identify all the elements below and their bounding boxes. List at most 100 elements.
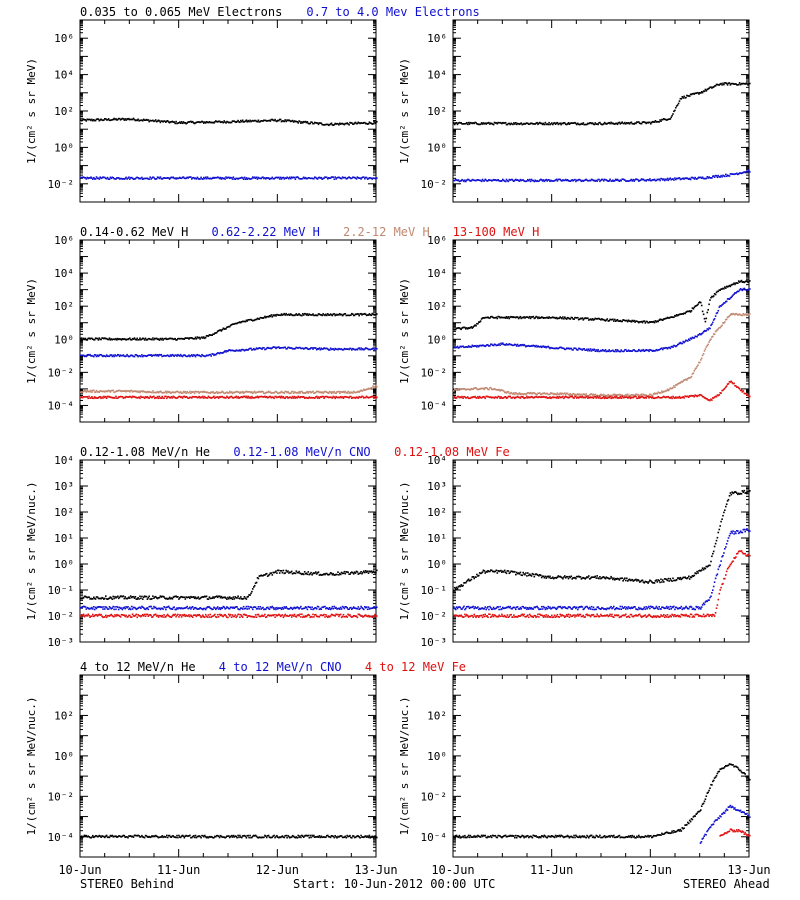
data-point (512, 344, 514, 347)
data-point (459, 180, 462, 182)
data-point (171, 397, 174, 399)
data-point (184, 122, 187, 124)
data-point (550, 392, 552, 394)
data-point (465, 328, 467, 330)
data-point (628, 320, 631, 322)
data-point (456, 123, 459, 126)
data-point (639, 394, 642, 396)
data-point (181, 176, 184, 179)
data-point (478, 179, 481, 182)
data-point (149, 119, 151, 122)
data-point (478, 388, 481, 390)
data-point (529, 396, 532, 398)
data-point (607, 122, 610, 124)
data-point (561, 347, 563, 349)
data-point (651, 349, 653, 352)
data-point (327, 124, 330, 127)
data-point (735, 292, 737, 294)
data-point (87, 397, 89, 400)
data-point (368, 387, 371, 390)
data-point (363, 397, 365, 399)
data-point (592, 349, 595, 351)
data-point (461, 388, 463, 390)
data-point (499, 121, 501, 124)
data-point (371, 123, 373, 125)
data-point (663, 179, 666, 182)
data-point (364, 389, 366, 391)
data-point (617, 122, 620, 124)
data-point (605, 319, 608, 321)
data-point (462, 123, 464, 125)
data-point (689, 178, 692, 181)
data-point (596, 318, 598, 320)
data-point (505, 392, 508, 394)
data-point (321, 123, 323, 126)
data-point (614, 179, 616, 182)
data-point (747, 394, 749, 397)
data-point (89, 118, 91, 121)
data-point (203, 355, 205, 357)
data-point (721, 288, 723, 290)
data-point (622, 395, 624, 397)
data-point (464, 326, 466, 329)
data-point (228, 397, 230, 399)
data-point (321, 395, 323, 398)
data-point (173, 396, 175, 398)
data-point (110, 597, 113, 599)
data-point (736, 172, 738, 175)
data-point (375, 347, 377, 349)
data-point (736, 386, 738, 388)
data-point (543, 317, 546, 319)
data-point (572, 180, 574, 182)
series-1 (80, 312, 378, 341)
data-point (81, 391, 84, 393)
data-point (315, 122, 318, 124)
data-point (739, 83, 742, 86)
data-point (130, 354, 133, 356)
data-point (168, 355, 171, 358)
data-point (561, 180, 563, 182)
data-point (242, 121, 245, 123)
data-point (281, 396, 284, 399)
data-point (536, 179, 538, 182)
data-point (283, 397, 286, 399)
data-point (188, 354, 190, 356)
data-point (343, 176, 346, 179)
data-point (616, 319, 619, 321)
data-point (137, 118, 139, 121)
data-point (685, 378, 687, 380)
data-point (702, 90, 705, 92)
data-point (552, 393, 555, 396)
data-point (712, 319, 715, 321)
data-point (101, 390, 103, 393)
data-point (553, 347, 556, 350)
data-point (463, 123, 465, 125)
data-point (558, 347, 561, 349)
data-point (265, 178, 267, 180)
data-point (648, 350, 650, 353)
data-point (596, 180, 598, 182)
data-point (298, 120, 300, 122)
data-point (183, 338, 186, 340)
data-point (632, 178, 635, 181)
data-point (654, 320, 657, 322)
data-point (189, 390, 191, 393)
data-point (641, 321, 644, 324)
data-point (135, 390, 138, 393)
data-point (510, 397, 512, 399)
data-point (143, 397, 146, 399)
data-point (619, 350, 622, 353)
data-point (129, 355, 131, 358)
data-point (500, 396, 502, 398)
data-point (735, 83, 737, 85)
data-point (521, 393, 524, 395)
data-point (605, 350, 608, 353)
data-point (679, 97, 682, 100)
data-point (250, 347, 252, 350)
data-point (721, 304, 723, 306)
data-point (466, 346, 469, 348)
data-point (556, 180, 559, 182)
data-point (290, 396, 292, 399)
data-point (455, 346, 458, 349)
data-point (657, 349, 659, 351)
